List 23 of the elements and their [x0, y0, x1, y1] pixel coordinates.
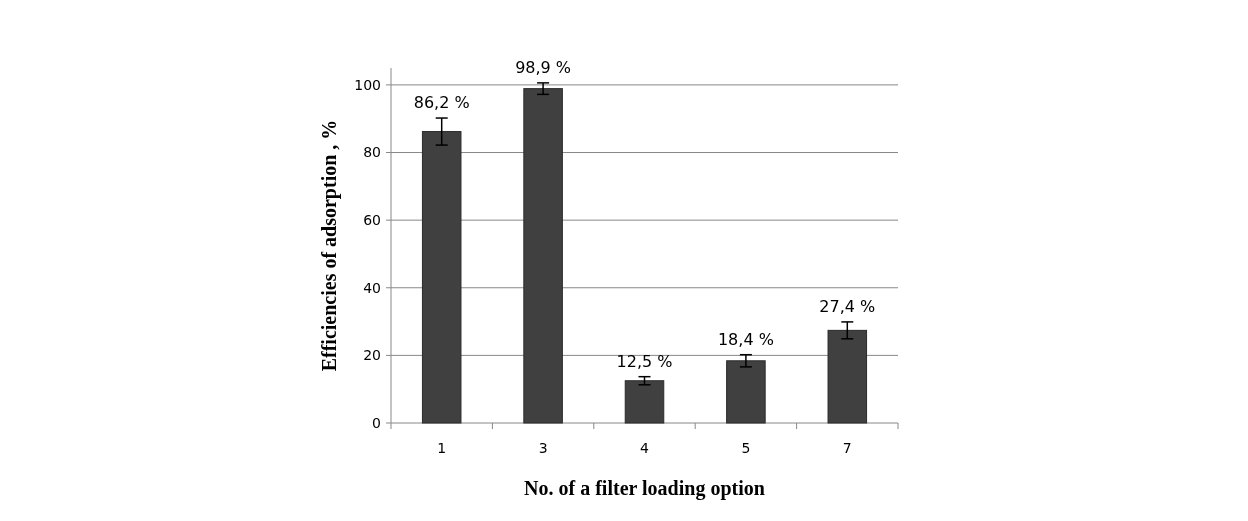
y-axis-title: Efficiencies of adsorption , % — [318, 119, 341, 372]
data-label: 18,4 % — [717, 329, 774, 349]
bar — [421, 131, 462, 424]
y-tick-label: 100 — [354, 76, 381, 93]
bar — [827, 329, 868, 424]
y-tick-label: 80 — [363, 144, 381, 161]
bar — [624, 380, 665, 424]
data-label: 12,5 % — [616, 351, 673, 371]
bar — [726, 360, 766, 424]
x-axis-title: No. of a filter loading option — [524, 477, 765, 500]
x-tick-label: 4 — [640, 440, 650, 456]
data-label: 86,2 % — [413, 93, 470, 113]
x-tick-label: 7 — [842, 440, 852, 456]
y-tick-label: 0 — [372, 414, 381, 431]
data-label: 98,9 % — [515, 57, 572, 77]
x-tick-label: 1 — [437, 440, 447, 456]
y-tick-label: 20 — [363, 347, 381, 364]
data-label: 27,4 % — [819, 296, 876, 316]
x-tick-label: 5 — [741, 440, 751, 456]
x-tick-label: 3 — [538, 440, 548, 456]
bar — [523, 88, 563, 424]
y-tick-label: 40 — [363, 279, 381, 296]
y-tick-label: 60 — [363, 212, 381, 229]
